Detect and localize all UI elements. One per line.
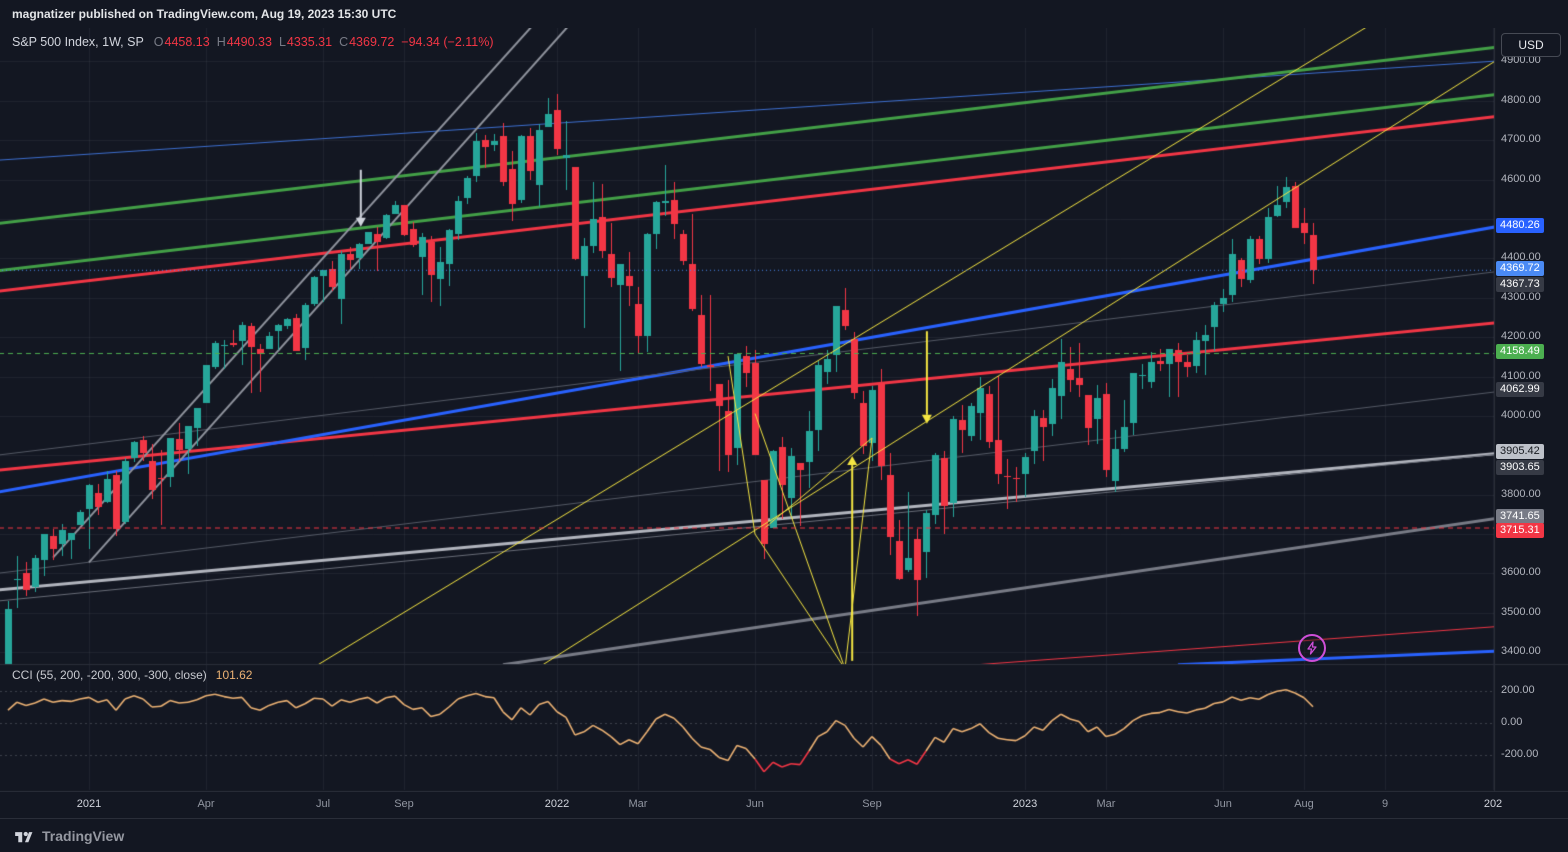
currency-toggle-button[interactable]: USD bbox=[1501, 33, 1561, 57]
symbol-legend[interactable]: S&P 500 Index, 1W, SP O 4458.13 H 4490.3… bbox=[12, 35, 501, 49]
cci-level-label: 200.00 bbox=[1501, 684, 1535, 696]
close-value: 4369.72 bbox=[349, 35, 395, 49]
price-tag: 3905.42 bbox=[1496, 444, 1544, 459]
time-label: Mar bbox=[1096, 798, 1116, 810]
low-label: L bbox=[278, 35, 286, 49]
time-label: 2023 bbox=[1012, 798, 1038, 810]
time-label: Jul bbox=[315, 798, 331, 810]
price-label: 4100.00 bbox=[1501, 369, 1541, 382]
cci-indicator-title: CCI (55, 200, -200, 300, -300, close) bbox=[12, 668, 207, 682]
symbol-title[interactable]: S&P 500 Index, 1W, SP bbox=[12, 35, 144, 49]
open-label: O bbox=[153, 35, 164, 49]
time-label: Sep bbox=[394, 798, 414, 810]
tradingview-logo-icon[interactable] bbox=[12, 825, 34, 847]
price-tag: 3903.65 bbox=[1496, 460, 1544, 475]
cci-indicator-value: 101.62 bbox=[215, 668, 253, 682]
time-label: Jun bbox=[746, 798, 764, 810]
price-tag: 4480.26 bbox=[1496, 218, 1544, 233]
price-label: 4900.00 bbox=[1501, 54, 1541, 67]
tradingview-wordmark[interactable]: TradingView bbox=[42, 827, 125, 844]
price-label: 4000.00 bbox=[1501, 408, 1541, 421]
price-tag: 3741.65 bbox=[1496, 509, 1544, 524]
price-label: 4300.00 bbox=[1501, 290, 1541, 303]
currency-toggle-label: USD bbox=[1518, 38, 1544, 52]
cci-level-label: 0.00 bbox=[1501, 716, 1523, 728]
time-label: 2021 bbox=[76, 798, 102, 810]
high-label: H bbox=[216, 35, 226, 49]
time-axis[interactable]: 2021 Apr Jul Sep 2022 Mar Jun Sep 2023 Mar Jun Aug 9… bbox=[0, 792, 1568, 818]
time-label: 202 bbox=[1483, 798, 1503, 810]
high-value: 4490.33 bbox=[226, 35, 272, 49]
price-label: 3500.00 bbox=[1501, 605, 1541, 618]
price-scale[interactable]: 4900.00 4800.00 4700.00 4600.00 4400.00 4300.… bbox=[1494, 28, 1568, 792]
price-label: 4400.00 bbox=[1501, 251, 1541, 264]
cci-level-label: -200.00 bbox=[1501, 748, 1539, 760]
lightning-bolt-icon bbox=[1307, 641, 1317, 655]
cci-indicator-legend[interactable]: CCI (55, 200, -200, 300, -300, close) 10… bbox=[12, 668, 252, 682]
price-tag: 3715.31 bbox=[1496, 523, 1544, 538]
price-tag: 4369.72 bbox=[1496, 261, 1544, 276]
price-tag: 4062.99 bbox=[1496, 382, 1544, 397]
time-label: Apr bbox=[197, 798, 215, 810]
price-label: 3800.00 bbox=[1501, 487, 1541, 500]
price-label: 3400.00 bbox=[1501, 645, 1541, 658]
publish-banner-text: magnatizer published on TradingView.com,… bbox=[12, 7, 397, 21]
time-label: 2022 bbox=[544, 798, 570, 810]
time-label: Jun bbox=[1214, 798, 1232, 810]
publish-banner: magnatizer published on TradingView.com,… bbox=[0, 0, 1568, 28]
price-label: 4600.00 bbox=[1501, 172, 1541, 185]
open-value: 4458.13 bbox=[164, 35, 210, 49]
change-value: −94.34 (−2.11%) bbox=[401, 35, 494, 49]
low-value: 4335.31 bbox=[286, 35, 333, 49]
price-label: 4800.00 bbox=[1501, 93, 1541, 106]
footer-bar: TradingView bbox=[0, 818, 1568, 852]
price-label: 3600.00 bbox=[1501, 566, 1541, 579]
price-tag: 4367.73 bbox=[1496, 277, 1544, 292]
close-label: C bbox=[339, 35, 349, 49]
time-label: Sep bbox=[862, 798, 882, 810]
price-tag: 4158.49 bbox=[1496, 344, 1544, 359]
price-label: 4200.00 bbox=[1501, 330, 1541, 343]
price-chart-canvas[interactable] bbox=[0, 28, 1568, 792]
flash-idea-icon[interactable] bbox=[1298, 634, 1326, 662]
time-label: Mar bbox=[628, 798, 648, 810]
time-label: Aug bbox=[1294, 798, 1314, 810]
time-label: 9 bbox=[1381, 798, 1389, 810]
price-label: 4700.00 bbox=[1501, 133, 1541, 146]
